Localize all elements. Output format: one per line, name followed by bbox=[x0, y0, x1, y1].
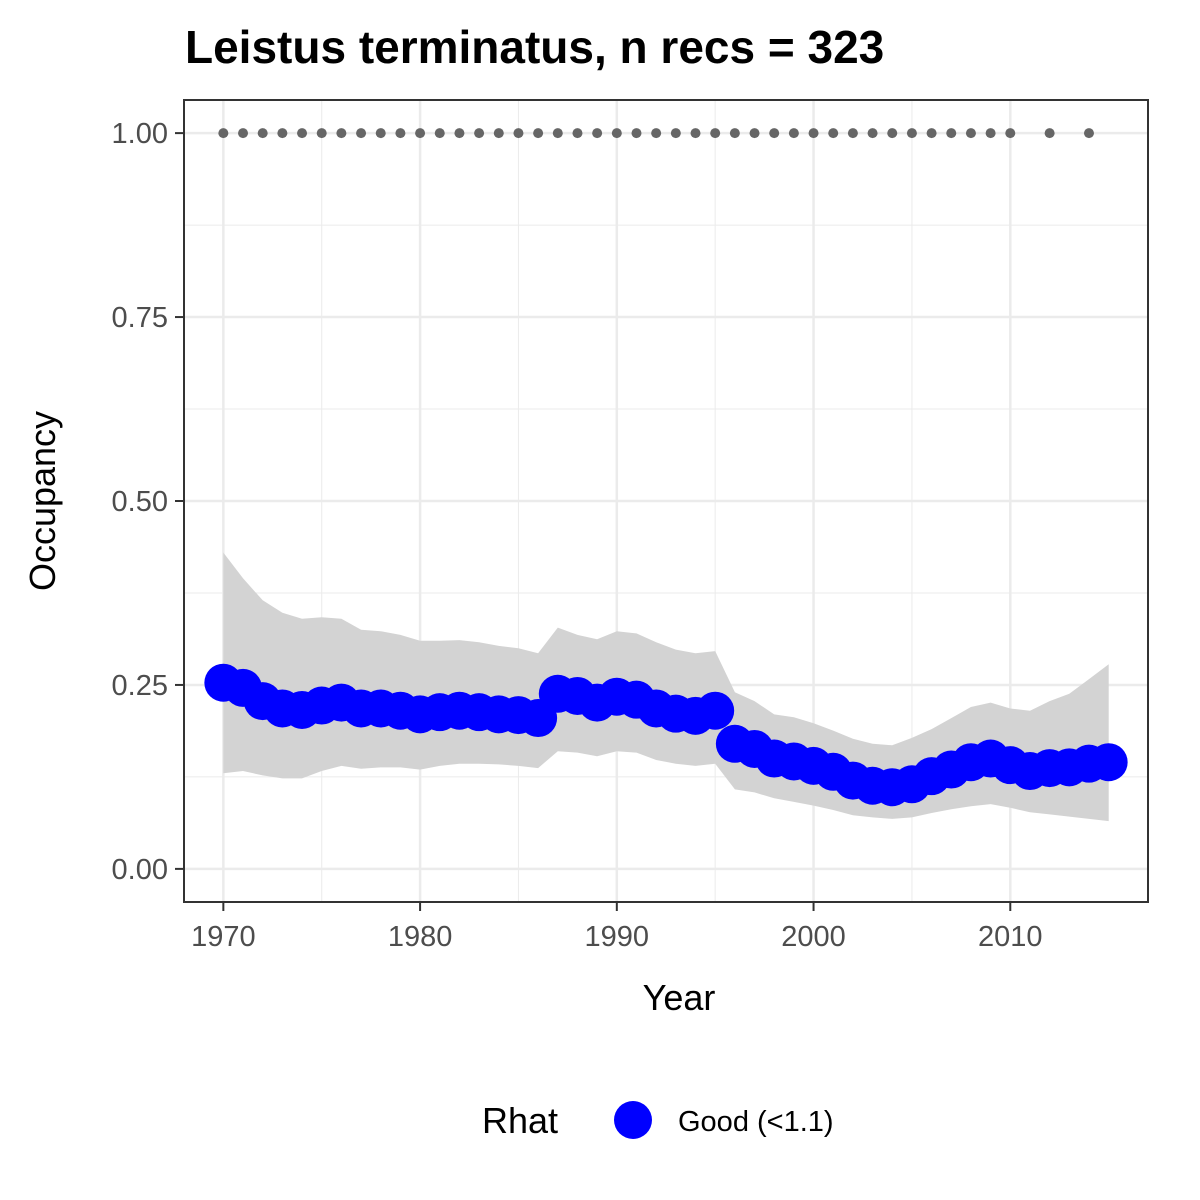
record-dot bbox=[592, 128, 603, 139]
record-dot bbox=[316, 128, 327, 139]
x-tick-label: 1970 bbox=[191, 921, 256, 953]
record-dot bbox=[415, 128, 426, 139]
record-dot bbox=[867, 128, 878, 139]
x-axis: 1970 1980 1990 2000 2010 bbox=[191, 902, 1043, 953]
record-dot bbox=[1044, 128, 1055, 139]
record-dot bbox=[690, 128, 701, 139]
record-dot bbox=[336, 128, 347, 139]
record-dot bbox=[375, 128, 386, 139]
y-tick-label: 0.75 bbox=[112, 302, 168, 334]
legend: Rhat Good (<1.1) bbox=[482, 1100, 834, 1141]
minor-gridlines bbox=[184, 100, 1148, 902]
record-dot bbox=[670, 128, 681, 139]
legend-label-good: Good (<1.1) bbox=[678, 1106, 834, 1138]
record-dot bbox=[1005, 128, 1016, 139]
record-dot bbox=[651, 128, 662, 139]
y-tick-label: 1.00 bbox=[112, 118, 168, 150]
record-dot bbox=[513, 128, 524, 139]
x-tick-label: 1980 bbox=[388, 921, 453, 953]
legend-key-good bbox=[614, 1101, 652, 1139]
record-dot bbox=[887, 128, 898, 139]
record-dot bbox=[218, 128, 229, 139]
record-dot bbox=[965, 128, 976, 139]
plot-panel bbox=[183, 99, 1149, 903]
record-dot bbox=[395, 128, 406, 139]
record-dot bbox=[926, 128, 937, 139]
record-dot bbox=[434, 128, 445, 139]
confidence-ribbon bbox=[223, 552, 1109, 822]
record-dot bbox=[788, 128, 799, 139]
record-dot bbox=[474, 128, 485, 139]
occupancy-points bbox=[204, 663, 1128, 807]
record-dot bbox=[749, 128, 760, 139]
record-dot bbox=[847, 128, 858, 139]
x-axis-title: Year bbox=[643, 977, 716, 1018]
y-tick-label: 0.00 bbox=[112, 854, 168, 886]
record-dot bbox=[906, 128, 917, 139]
record-dot bbox=[257, 128, 268, 139]
record-dots bbox=[218, 128, 1094, 139]
occupancy-point bbox=[696, 691, 735, 730]
legend-title: Rhat bbox=[482, 1100, 558, 1141]
record-dot bbox=[552, 128, 563, 139]
record-dot bbox=[985, 128, 996, 139]
record-dot bbox=[710, 128, 721, 139]
record-dot bbox=[729, 128, 740, 139]
record-dot bbox=[533, 128, 544, 139]
record-dot bbox=[277, 128, 288, 139]
record-dot bbox=[572, 128, 583, 139]
y-axis-title: Occupancy bbox=[22, 411, 63, 591]
record-dot bbox=[631, 128, 642, 139]
chart-title: Leistus terminatus, n recs = 323 bbox=[185, 21, 884, 73]
record-dot bbox=[946, 128, 957, 139]
record-dot bbox=[238, 128, 249, 139]
record-dot bbox=[493, 128, 504, 139]
record-dot bbox=[356, 128, 367, 139]
record-dot bbox=[297, 128, 308, 139]
record-dot bbox=[828, 128, 839, 139]
x-tick-label: 2010 bbox=[978, 921, 1043, 953]
record-dot bbox=[1083, 128, 1094, 139]
ribbon-area bbox=[223, 552, 1109, 822]
record-dot bbox=[611, 128, 622, 139]
record-dot bbox=[808, 128, 819, 139]
x-tick-label: 2000 bbox=[781, 921, 846, 953]
y-tick-label: 0.25 bbox=[112, 670, 168, 702]
y-axis: 0.00 0.25 0.50 0.75 1.00 bbox=[112, 118, 184, 886]
x-tick-label: 1990 bbox=[585, 921, 650, 953]
y-tick-label: 0.50 bbox=[112, 486, 168, 518]
record-dot bbox=[769, 128, 780, 139]
occupancy-point bbox=[1089, 743, 1128, 782]
record-dot bbox=[454, 128, 465, 139]
